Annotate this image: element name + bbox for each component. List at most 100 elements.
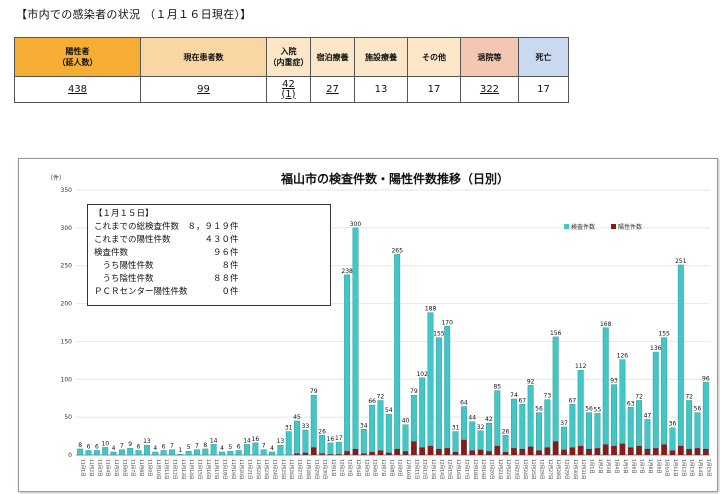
x-tick-label: 11月24日 xyxy=(272,459,278,479)
bar-positives xyxy=(653,448,659,455)
data-label: 13 xyxy=(277,438,285,445)
bar-tests xyxy=(611,384,618,456)
bar-positives xyxy=(327,454,334,455)
y-tick-label: 150 xyxy=(61,338,73,345)
data-label: 156 xyxy=(550,330,562,337)
bar-positives xyxy=(402,451,409,455)
bar-tests xyxy=(536,412,542,456)
bar-tests xyxy=(219,451,225,456)
bar-tests xyxy=(127,447,134,456)
x-tick-label: 12月8日 xyxy=(388,459,394,477)
data-label: 64 xyxy=(460,400,468,407)
value-severe-link[interactable]: (1) xyxy=(281,88,296,100)
bar-tests xyxy=(394,254,401,456)
data-label: 54 xyxy=(385,407,393,414)
data-label: 16 xyxy=(252,436,260,443)
data-label: 13 xyxy=(143,438,151,445)
x-tick-label: 12月31日 xyxy=(580,459,586,479)
y-tick-label: 350 xyxy=(61,187,73,194)
value-hospitalized-link[interactable]: 42 xyxy=(282,78,295,90)
bar-tests xyxy=(377,400,384,456)
value-hotel[interactable]: 27 xyxy=(310,76,355,103)
bar-tests xyxy=(135,450,142,456)
value-positive[interactable]: 438 xyxy=(14,76,141,103)
bar-tests xyxy=(285,431,292,456)
info-box: 【１月１５日】 これまでの総検査件数 ８，９１９件 これまでの陽性件数 ４３０件… xyxy=(87,204,331,306)
bar-tests xyxy=(252,442,259,456)
bar-tests xyxy=(569,404,576,456)
bar-tests xyxy=(269,451,275,456)
bar-tests xyxy=(152,451,159,456)
legend-swatch-tests xyxy=(564,224,569,229)
data-label: 102 xyxy=(416,371,428,378)
bar-tests xyxy=(586,412,592,456)
value-current[interactable]: 99 xyxy=(140,76,267,103)
bar-tests xyxy=(210,444,217,456)
data-label: 85 xyxy=(493,384,501,391)
data-label: 6 xyxy=(87,443,91,450)
x-tick-label: 11月20日 xyxy=(238,459,244,479)
header-hospitalized: 入院 （内重症） xyxy=(266,37,311,77)
bar-positives xyxy=(352,448,359,455)
bar-tests xyxy=(160,450,167,456)
x-tick-label: 12月25日 xyxy=(530,459,536,479)
chart-y-ticks: 0 50 100 150 200 250 300 350 xyxy=(61,187,73,459)
value-discharged[interactable]: 322 xyxy=(460,76,519,103)
bar-tests xyxy=(302,429,309,456)
bar-positives xyxy=(386,452,392,455)
data-label: 5 xyxy=(228,444,232,451)
bar-tests xyxy=(85,450,92,456)
header-hospitalized-label: 入院 （内重症） xyxy=(268,47,309,67)
bar-positives xyxy=(436,448,442,455)
x-tick-label: 11月9日 xyxy=(146,459,152,477)
bar-positives xyxy=(486,451,492,455)
x-tick-label: 12月15日 xyxy=(447,459,453,479)
bar-tests xyxy=(469,421,476,456)
data-label: 1 xyxy=(178,447,182,454)
bar-tests xyxy=(235,450,242,456)
bar-positives xyxy=(427,445,434,455)
data-label: 26 xyxy=(318,428,326,435)
value-positive-link[interactable]: 438 xyxy=(67,84,88,95)
x-tick-label: 11月1日 xyxy=(80,459,86,477)
value-current-link[interactable]: 99 xyxy=(197,84,210,95)
legend-label-tests: 検査件数 xyxy=(571,223,595,231)
data-label: 40 xyxy=(402,418,410,425)
x-tick-label: 12月10日 xyxy=(405,459,411,479)
bar-positives xyxy=(461,439,467,455)
bar-tests xyxy=(294,420,301,456)
bar-positives xyxy=(694,448,701,455)
x-tick-label: 11月8日 xyxy=(138,459,144,477)
data-label: 6 xyxy=(137,443,141,450)
bar-positives xyxy=(586,448,592,455)
x-tick-label: 1月11日 xyxy=(672,459,678,477)
bar-positives xyxy=(477,449,484,455)
x-tick-label: 11月17日 xyxy=(213,459,219,479)
y-axis-unit: （件） xyxy=(47,174,65,182)
header-other: その他 xyxy=(407,37,461,77)
x-tick-label: 11月18日 xyxy=(221,459,227,479)
x-tick-label: 12月28日 xyxy=(555,459,561,479)
data-label: 10 xyxy=(101,440,109,447)
x-tick-label: 11月6日 xyxy=(121,459,127,477)
data-label: 7 xyxy=(120,443,124,450)
bar-positives xyxy=(444,448,450,455)
info-line-total-positives: これまでの陽性件数 ４３０件 xyxy=(94,235,239,245)
value-hospitalized[interactable]: 42 (1) xyxy=(266,76,311,103)
info-line-tests: 検査件数 ９６件 xyxy=(94,248,239,258)
data-label: 31 xyxy=(285,425,293,432)
data-label: 126 xyxy=(617,353,629,360)
bar-positives xyxy=(627,447,634,455)
bar-tests xyxy=(168,449,175,456)
value-other: 17 xyxy=(407,76,461,103)
data-label: 72 xyxy=(377,393,385,400)
header-home: 施設療養 xyxy=(354,37,408,77)
value-hotel-link[interactable]: 27 xyxy=(326,84,339,95)
value-discharged-link[interactable]: 322 xyxy=(479,84,500,95)
data-label: 4 xyxy=(270,445,274,452)
x-tick-label: 11月21日 xyxy=(247,459,253,479)
bar-positives xyxy=(519,448,526,455)
bar-positives xyxy=(561,449,567,455)
